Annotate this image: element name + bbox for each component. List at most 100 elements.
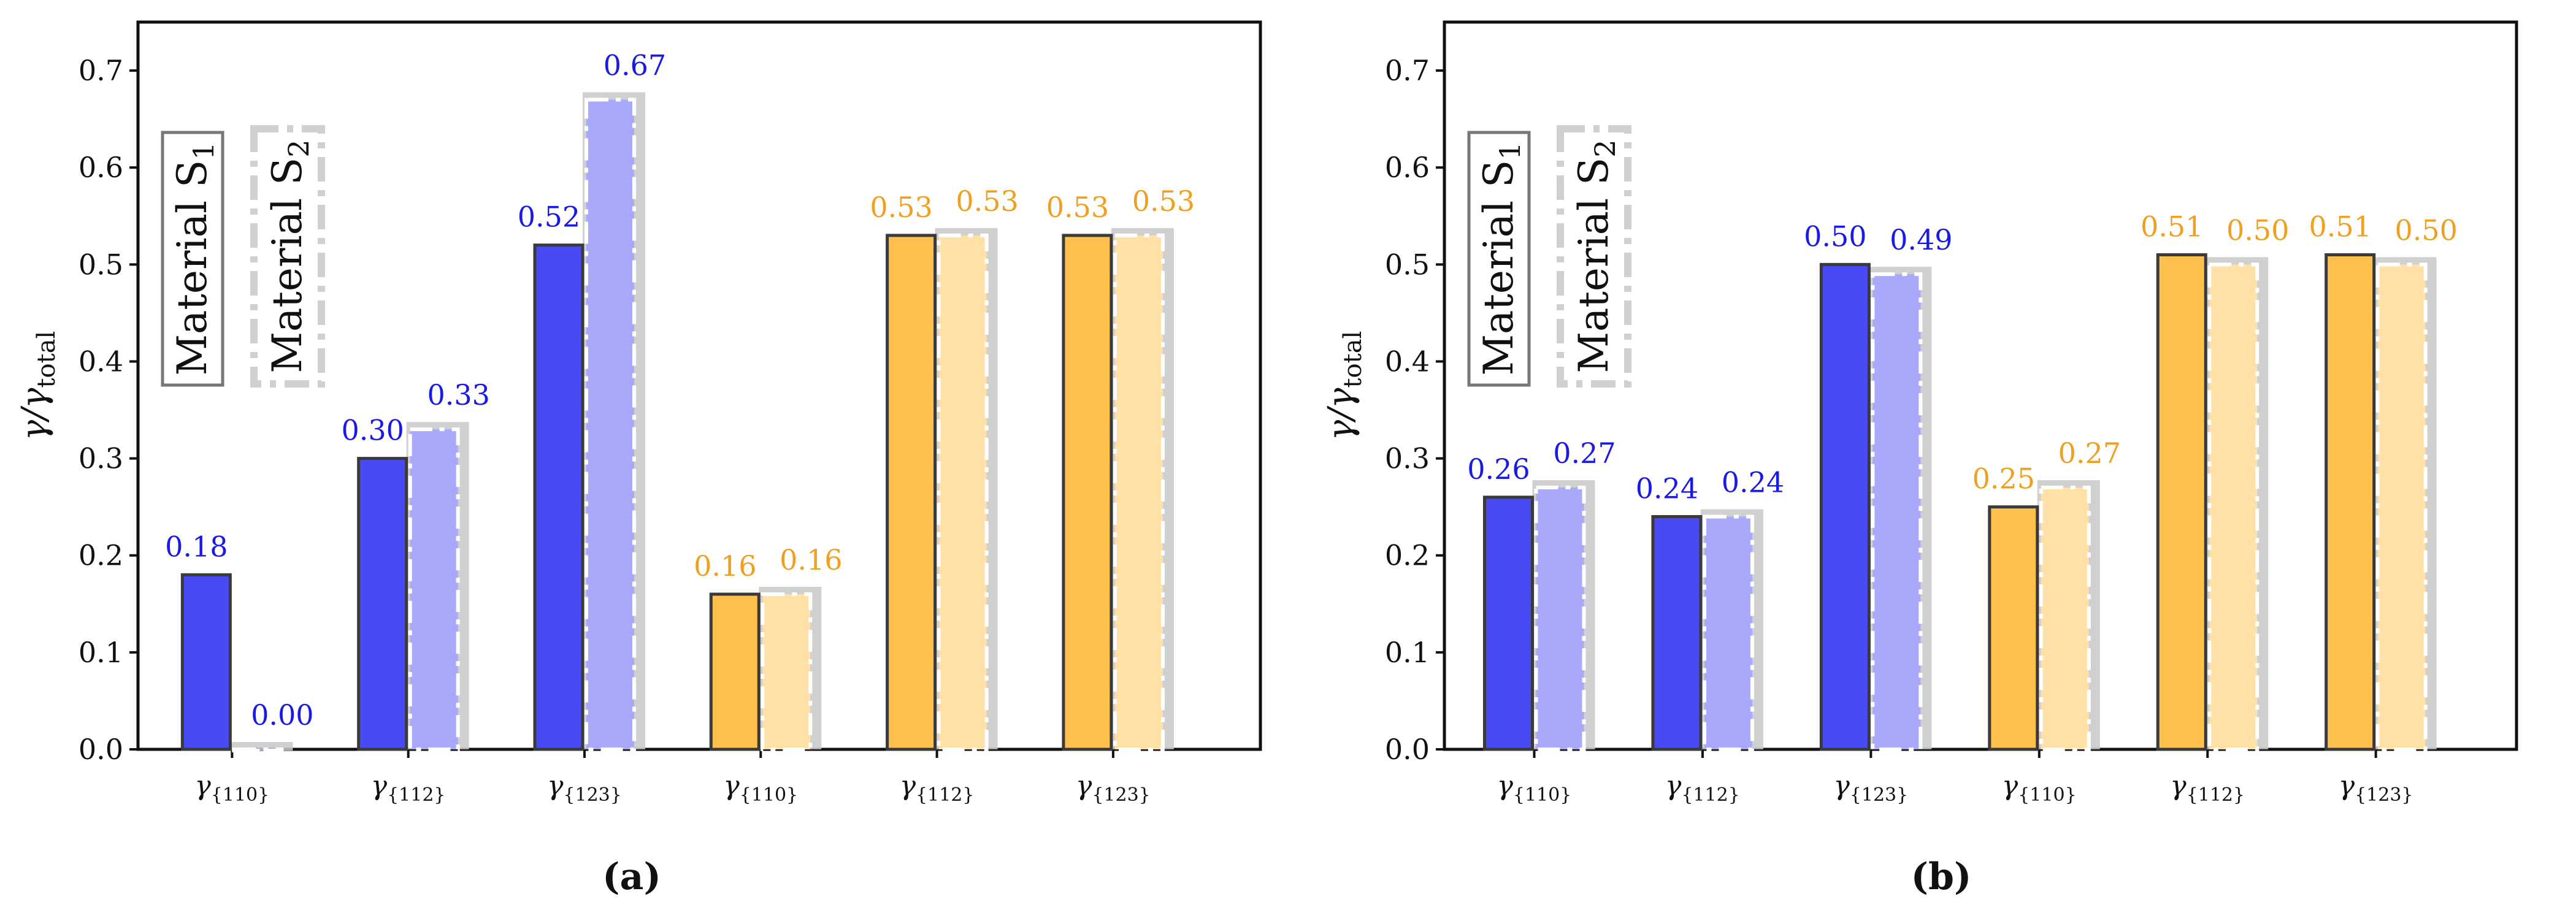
x-tick-label: γ{112} — [900, 770, 975, 806]
data-label-s2: 0.24 — [1722, 465, 1784, 499]
data-label-s2: 0.27 — [1553, 437, 1616, 470]
x-tick-label-base: γ — [1076, 770, 1092, 801]
y-tick-label: 0.5 — [79, 248, 123, 281]
bar-s1 — [357, 457, 408, 751]
data-label-s1: 0.50 — [1804, 220, 1866, 253]
x-tick-label-sub: {112} — [2187, 784, 2245, 806]
y-tick-label: 0.5 — [1385, 248, 1430, 281]
data-label-s1: 0.53 — [1046, 191, 1109, 224]
legend-s1-sub: 1 — [187, 142, 220, 159]
x-tick-label: γ{110} — [1497, 770, 1572, 806]
x-tick-label: γ{112} — [371, 770, 446, 806]
data-label-s1: 0.24 — [1636, 472, 1698, 505]
data-label-s1: 0.30 — [341, 414, 404, 447]
data-label-s2: 0.27 — [2058, 437, 2121, 470]
legend-s1-box — [161, 131, 224, 387]
data-label-s1: 0.16 — [694, 549, 756, 583]
bar-s2 — [584, 98, 636, 751]
bar-s1 — [1062, 234, 1113, 751]
x-tick-label: γ{110} — [194, 770, 269, 806]
data-label-s2: 0.16 — [780, 543, 842, 576]
data-label-s1: 0.25 — [1972, 462, 2035, 495]
bar-s1 — [1482, 495, 1534, 751]
bar-s2 — [2207, 262, 2260, 752]
y-tick-label: 0.2 — [79, 539, 123, 572]
y-tick-label: 0.4 — [1385, 345, 1430, 378]
x-tick-label: γ{123} — [1833, 770, 1908, 806]
data-label-s2: 0.00 — [251, 698, 313, 732]
axes-frame — [136, 20, 1262, 751]
x-tick-label-base: γ — [1833, 770, 1850, 801]
bar-s2 — [1534, 486, 1586, 751]
x-tick-label-base: γ — [2339, 770, 2355, 801]
data-label-s1: 0.52 — [518, 201, 580, 234]
data-label-s2: 0.49 — [1890, 223, 1952, 256]
y-tick-label: 0.1 — [1385, 636, 1430, 669]
y-axis-label-main: γ/γ — [15, 388, 55, 440]
x-tick-label-base: γ — [900, 770, 916, 801]
data-label-s1: 0.26 — [1467, 453, 1530, 486]
legend-s1-label: Material S1 — [169, 142, 220, 375]
y-tick-label: 0.6 — [1385, 151, 1430, 184]
x-tick-label-sub: {112} — [916, 784, 974, 806]
bar-s2 — [1702, 514, 1754, 751]
x-tick-label-sub: {110} — [2018, 784, 2076, 806]
bar-s1 — [709, 592, 761, 751]
x-tick-label-sub: {112} — [387, 784, 445, 806]
legend-s2-sub: 2 — [1589, 139, 1622, 157]
legend-s2-main: Material S — [1570, 158, 1617, 373]
data-label-s2: 0.50 — [2394, 213, 2457, 247]
x-tick-label-base: γ — [1665, 770, 1682, 801]
x-tick-label-sub: {123} — [2355, 784, 2413, 806]
x-tick-label: γ{110} — [2002, 770, 2077, 806]
bar-s2 — [232, 748, 284, 752]
y-tick-label: 0.3 — [79, 442, 123, 475]
data-label-s2: 0.67 — [604, 49, 666, 82]
bar-s1 — [886, 234, 937, 751]
y-tick-label: 0.3 — [1385, 442, 1430, 475]
y-tick-label: 0.6 — [79, 151, 123, 184]
bar-s1 — [2156, 253, 2207, 751]
legend-s1-main: Material S — [1475, 160, 1522, 376]
x-tick-label-base: γ — [1497, 770, 1514, 801]
chart-panel-a: 0.0 0.1 0.2 0.3 0.4 0.5 0.6 0.7 γ/γtotal 0.18 0.00… — [15, 20, 1262, 898]
y-tick-label: 0.2 — [1385, 539, 1430, 572]
bar-s2 — [408, 427, 460, 751]
legend-s1-box — [1467, 131, 1531, 387]
x-tick-label-base: γ — [2002, 770, 2018, 801]
legend-s2-box — [250, 125, 325, 388]
panel-label: (a) — [602, 855, 661, 898]
x-tick-label-sub: {123} — [1850, 784, 1908, 806]
bar-s2 — [2375, 262, 2428, 752]
bar-s1 — [533, 243, 585, 751]
x-tick-label: γ{112} — [1665, 770, 1740, 806]
bar-s1 — [2325, 253, 2376, 751]
data-label-s1: 0.18 — [165, 530, 228, 563]
y-tick-label: 0.0 — [1385, 733, 1430, 766]
y-tick-label: 0.1 — [79, 636, 123, 669]
bar-s2 — [1113, 233, 1165, 752]
y-axis-label-sub: total — [33, 331, 61, 388]
x-tick-label-sub: {123} — [563, 784, 621, 806]
x-tick-label-sub: {112} — [1681, 784, 1739, 806]
x-tick-label-base: γ — [371, 770, 388, 801]
legend-s2-main: Material S — [264, 158, 311, 373]
x-tick-label: γ{123} — [2339, 770, 2413, 806]
x-tick-label-sub: {123} — [1092, 784, 1150, 806]
y-tick-label: 0.0 — [79, 733, 123, 766]
y-axis-label-main: γ/γ — [1321, 388, 1361, 440]
bar-s1 — [1819, 262, 1871, 751]
y-axis-label: γ/γtotal — [1321, 331, 1367, 441]
bar-s1 — [1988, 505, 2039, 751]
axes-frame — [1443, 20, 2518, 751]
data-label-s2: 0.50 — [2226, 213, 2289, 247]
data-label-s1: 0.51 — [2309, 210, 2371, 243]
y-tick-label: 0.7 — [1385, 54, 1430, 87]
data-label-s1: 0.53 — [870, 191, 932, 224]
bar-s1 — [180, 573, 232, 751]
bar-s2 — [937, 233, 989, 752]
data-label-s2: 0.53 — [956, 185, 1018, 218]
